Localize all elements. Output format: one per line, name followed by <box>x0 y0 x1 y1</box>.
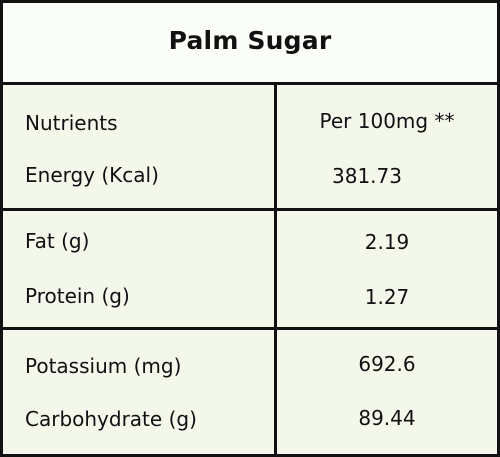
row-value-potassium: 692.6 <box>358 352 416 376</box>
table-title-bar: Palm Sugar <box>3 3 497 85</box>
column-divider <box>274 85 277 457</box>
row-value-energy: 381.73 <box>332 164 402 188</box>
row-divider-1 <box>3 208 497 211</box>
header-per-100mg: Per 100mg ** <box>319 109 455 133</box>
row-label-carbohydrate: Carbohydrate (g) <box>25 407 197 431</box>
row-label-fat: Fat (g) <box>25 229 90 253</box>
row-label-protein: Protein (g) <box>25 284 130 308</box>
row-value-protein: 1.27 <box>364 285 410 309</box>
row-value-fat: 2.19 <box>364 230 410 254</box>
row-label-potassium: Potassium (mg) <box>25 354 182 378</box>
row-divider-2 <box>3 327 497 330</box>
row-label-energy: Energy (Kcal) <box>25 163 159 187</box>
row-value-carbohydrate: 89.44 <box>358 406 416 430</box>
table-title: Palm Sugar <box>168 26 332 55</box>
header-nutrients: Nutrients <box>25 111 118 135</box>
